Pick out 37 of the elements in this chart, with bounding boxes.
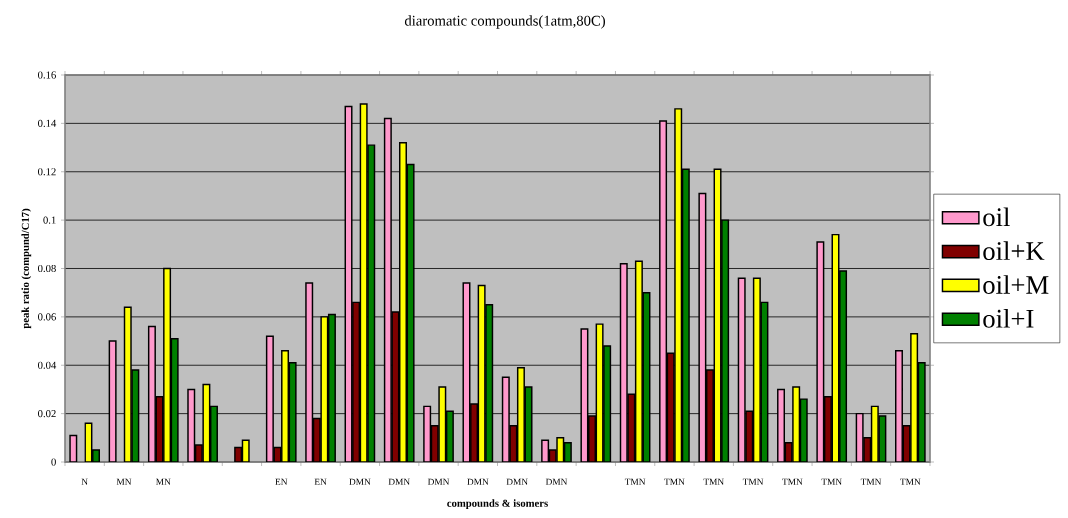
y-tick-label: 0.16 — [38, 71, 56, 79]
legend-label: oil+I — [983, 309, 1034, 328]
x-tick-label: DMN — [545, 478, 568, 485]
y-axis-title: peak ratio (compund/C17) — [21, 208, 32, 329]
x-tick-label: EN — [275, 478, 288, 485]
x-tick-label: DMN — [349, 478, 371, 485]
x-tick-label: TMN — [782, 478, 803, 485]
x-tick-label: TMN — [900, 478, 921, 485]
y-tick-label: 0.08 — [38, 264, 56, 273]
x-tick-label: MN — [116, 478, 132, 485]
y-tick-label: 0.04 — [38, 361, 57, 369]
x-tick-label: DMN — [467, 478, 489, 485]
x-tick-label: DMN — [388, 478, 410, 485]
legend-label: oil+K — [983, 241, 1045, 261]
y-tick-label: 0.06 — [38, 313, 56, 321]
y-tick-label: 0.14 — [38, 119, 57, 127]
x-tick-label: TMN — [624, 478, 646, 485]
x-tick-label: MN — [156, 478, 171, 485]
x-tick-label: TMN — [821, 478, 842, 485]
legend-label: oil — [983, 207, 1010, 227]
x-tick-label: DMN — [427, 478, 450, 485]
y-tick-label: 0.12 — [38, 168, 56, 176]
x-tick-label: TMN — [742, 478, 764, 485]
y-tick-label: 0.02 — [38, 410, 56, 418]
y-tick-label: 0 — [51, 458, 56, 466]
legend-label: oil+M — [983, 275, 1049, 294]
bar — [894, 350, 903, 462]
bar — [399, 141, 407, 462]
x-tick-label: N — [81, 478, 88, 485]
x-tick-label: DMN — [506, 478, 528, 485]
x-tick-label: EN — [314, 478, 327, 485]
chart-title: diaromatic compounds(1atm,80C) — [404, 15, 605, 29]
x-tick-label: TMN — [664, 478, 685, 485]
y-tick-label: 0.1 — [43, 216, 56, 224]
x-tick-label: TMN — [860, 478, 882, 485]
x-axis-title: compounds & isomers — [447, 499, 548, 510]
x-tick-label: TMN — [703, 478, 724, 485]
